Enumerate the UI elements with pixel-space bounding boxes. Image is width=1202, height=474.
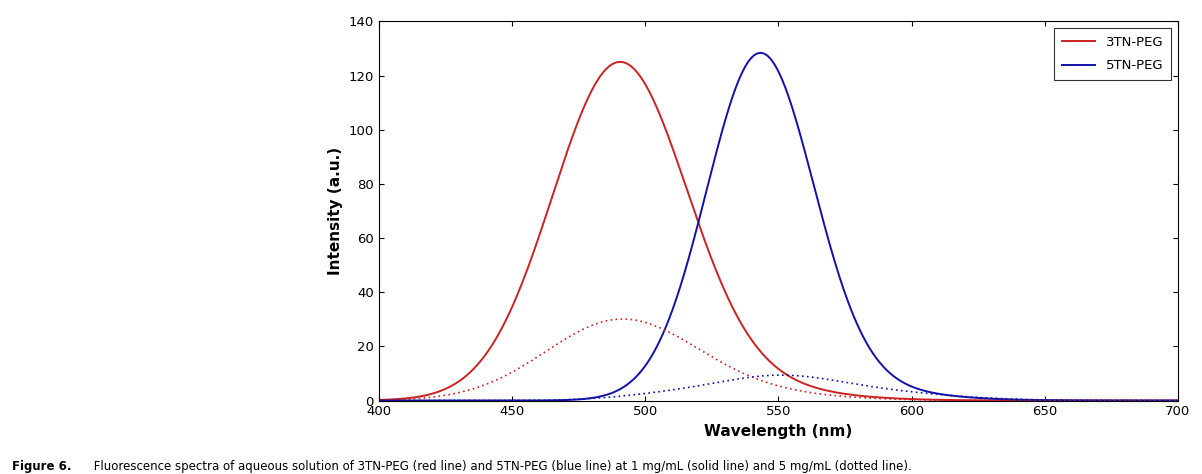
Legend: 3TN-PEG, 5TN-PEG: 3TN-PEG, 5TN-PEG	[1054, 28, 1172, 80]
X-axis label: Wavelength (nm): Wavelength (nm)	[704, 424, 852, 439]
Text: Figure 6.: Figure 6.	[12, 460, 72, 473]
Y-axis label: Intensity (a.u.): Intensity (a.u.)	[328, 147, 343, 275]
Text: Fluorescence spectra of aqueous solution of 3TN-PEG (red line) and 5TN-PEG (blue: Fluorescence spectra of aqueous solution…	[90, 460, 912, 473]
